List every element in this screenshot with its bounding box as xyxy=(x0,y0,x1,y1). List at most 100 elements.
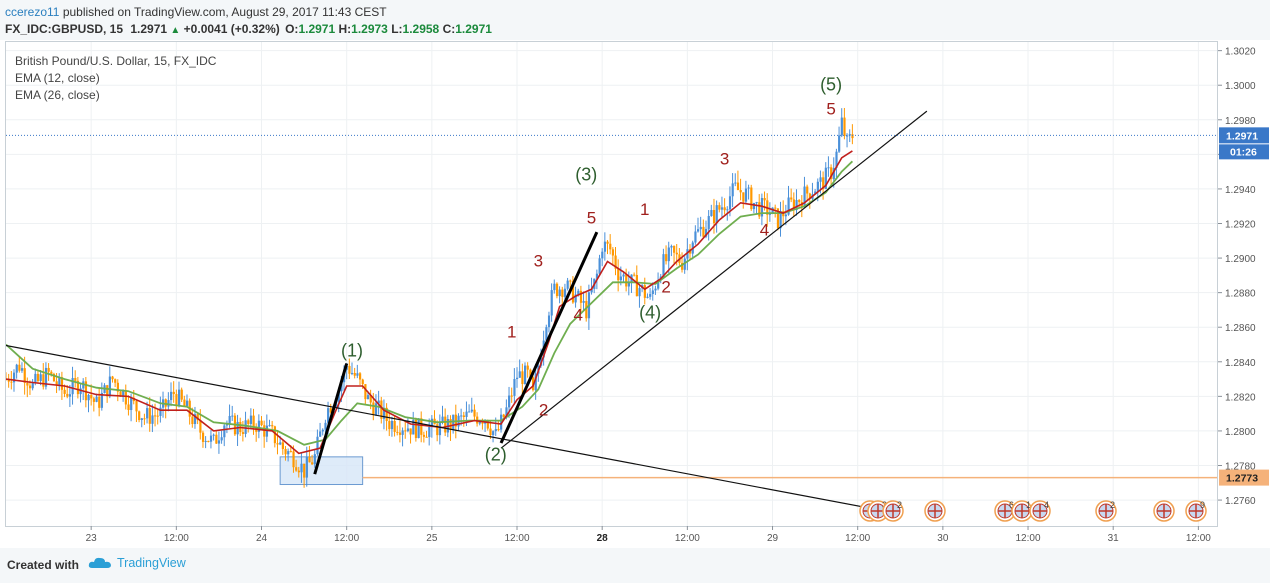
candle[interactable] xyxy=(151,404,154,433)
candle[interactable] xyxy=(521,363,524,396)
candle[interactable] xyxy=(731,173,734,208)
candle[interactable] xyxy=(473,404,476,422)
candle[interactable] xyxy=(108,366,111,399)
candle[interactable] xyxy=(300,452,303,483)
candle[interactable] xyxy=(806,184,809,201)
candle[interactable] xyxy=(574,286,577,308)
candle[interactable] xyxy=(172,381,175,403)
candle[interactable] xyxy=(167,392,170,412)
candle[interactable] xyxy=(524,362,527,385)
candle[interactable] xyxy=(851,124,854,145)
candle[interactable] xyxy=(590,277,593,295)
candle[interactable] xyxy=(252,408,255,435)
candle[interactable] xyxy=(52,372,56,382)
candle[interactable] xyxy=(140,417,143,428)
candle[interactable] xyxy=(558,286,561,304)
candle[interactable] xyxy=(287,448,290,462)
candle[interactable] xyxy=(646,293,649,299)
candle[interactable] xyxy=(606,240,609,255)
candle[interactable] xyxy=(625,268,628,292)
author-name[interactable]: ccerezo11 xyxy=(5,5,60,19)
candle[interactable] xyxy=(87,393,90,413)
candle[interactable] xyxy=(398,420,402,443)
candle[interactable] xyxy=(739,178,742,201)
candle[interactable] xyxy=(617,259,620,292)
candle[interactable] xyxy=(420,411,423,443)
candle[interactable] xyxy=(811,182,814,201)
candle[interactable] xyxy=(401,427,404,447)
candle[interactable] xyxy=(710,204,713,217)
candle[interactable] xyxy=(257,414,261,439)
candle[interactable] xyxy=(665,245,668,265)
candle[interactable] xyxy=(374,394,378,417)
candle[interactable] xyxy=(23,356,26,395)
candle[interactable] xyxy=(681,252,684,273)
candle[interactable] xyxy=(566,277,569,291)
tradingview-brand[interactable]: TradingView xyxy=(88,556,186,570)
candle[interactable] xyxy=(609,234,612,255)
candle[interactable] xyxy=(231,405,234,421)
candle[interactable] xyxy=(489,421,492,439)
candle[interactable] xyxy=(670,244,673,257)
economic-event-marker[interactable]: 9 xyxy=(1185,500,1207,522)
candle[interactable] xyxy=(436,420,439,442)
candle[interactable] xyxy=(502,413,505,419)
candle[interactable] xyxy=(260,416,263,427)
candle[interactable] xyxy=(26,377,29,398)
candle[interactable] xyxy=(164,398,167,419)
candle[interactable] xyxy=(18,356,21,373)
candle[interactable] xyxy=(180,387,183,403)
candle[interactable] xyxy=(135,400,138,423)
candle[interactable] xyxy=(58,373,61,391)
candle[interactable] xyxy=(718,202,721,213)
candle[interactable] xyxy=(79,383,82,403)
candle[interactable] xyxy=(178,381,181,408)
candle[interactable] xyxy=(827,156,830,177)
candle[interactable] xyxy=(127,395,130,416)
candle[interactable] xyxy=(694,225,697,245)
candle[interactable] xyxy=(702,219,705,239)
candle[interactable] xyxy=(106,384,109,403)
candle[interactable] xyxy=(603,232,607,261)
candle[interactable] xyxy=(790,188,793,203)
economic-event-marker[interactable]: 1 xyxy=(1011,500,1033,522)
economic-event-marker[interactable]: 4 xyxy=(1029,500,1051,522)
candle[interactable] xyxy=(100,382,104,411)
candle[interactable] xyxy=(611,247,615,266)
candle[interactable] xyxy=(319,422,322,437)
candle[interactable] xyxy=(249,408,253,429)
candle[interactable] xyxy=(406,418,410,433)
candle[interactable] xyxy=(351,362,354,376)
candle[interactable] xyxy=(598,254,601,276)
candle[interactable] xyxy=(271,420,274,430)
candle[interactable] xyxy=(42,363,45,390)
candle[interactable] xyxy=(209,430,213,449)
candle[interactable] xyxy=(579,285,583,313)
candle[interactable] xyxy=(114,378,117,388)
candle[interactable] xyxy=(98,388,101,417)
candle[interactable] xyxy=(388,411,391,437)
candle[interactable] xyxy=(707,210,710,241)
candle[interactable] xyxy=(220,430,223,444)
candle[interactable] xyxy=(111,375,114,383)
ema-12-line[interactable] xyxy=(6,150,853,455)
candle[interactable] xyxy=(846,133,849,148)
economic-event-marker[interactable] xyxy=(924,500,946,522)
candle[interactable] xyxy=(390,416,394,437)
candle[interactable] xyxy=(353,367,356,379)
candle[interactable] xyxy=(779,201,782,237)
candle[interactable] xyxy=(755,201,758,214)
candle[interactable] xyxy=(273,425,277,448)
candle[interactable] xyxy=(71,366,74,405)
economic-event-marker[interactable] xyxy=(1153,500,1175,522)
candle[interactable] xyxy=(305,446,308,487)
candle[interactable] xyxy=(582,291,585,312)
candle[interactable] xyxy=(138,410,141,423)
candle[interactable] xyxy=(297,466,300,478)
candle[interactable] xyxy=(15,363,18,379)
candle[interactable] xyxy=(654,285,657,295)
candle[interactable] xyxy=(510,387,513,403)
candle[interactable] xyxy=(404,421,407,439)
candle[interactable] xyxy=(348,358,351,379)
